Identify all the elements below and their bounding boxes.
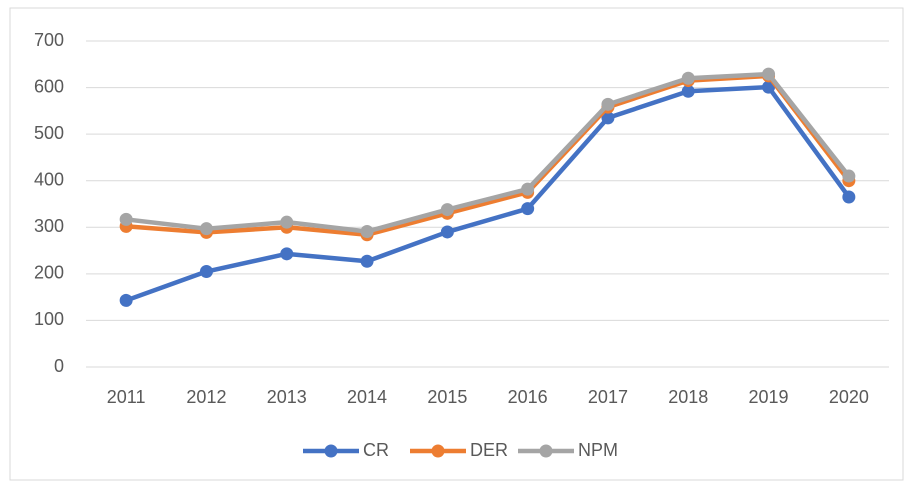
point-marker	[280, 247, 294, 261]
legend-marker	[324, 444, 338, 458]
x-tick-label: 2013	[267, 387, 307, 407]
y-tick-label: 200	[34, 263, 64, 283]
point-marker	[440, 225, 454, 239]
point-marker	[199, 265, 213, 279]
y-tick-label: 500	[34, 123, 64, 143]
point-marker	[360, 224, 374, 238]
y-tick-label: 300	[34, 216, 64, 236]
x-tick-label: 2015	[427, 387, 467, 407]
point-marker	[842, 190, 856, 204]
point-marker	[521, 202, 535, 216]
point-marker	[360, 254, 374, 268]
point-marker	[842, 169, 856, 183]
point-marker	[681, 71, 695, 85]
point-marker	[762, 67, 776, 81]
point-marker	[601, 111, 615, 125]
point-marker	[440, 203, 454, 217]
point-marker	[521, 182, 535, 196]
y-tick-label: 700	[34, 30, 64, 50]
series-line	[123, 71, 852, 234]
point-marker	[119, 293, 133, 307]
x-tick-label: 2012	[186, 387, 226, 407]
x-tick-label: 2014	[347, 387, 387, 407]
y-tick-label: 400	[34, 169, 64, 189]
x-tick-label: 2011	[107, 387, 146, 407]
legend-label: DER	[470, 440, 508, 460]
point-marker	[199, 222, 213, 236]
legend-label: CR	[363, 440, 389, 460]
point-marker	[601, 97, 615, 111]
x-tick-label: 2020	[829, 387, 869, 407]
y-tick-label: 100	[34, 309, 64, 329]
x-tick-label: 2019	[749, 387, 789, 407]
point-marker	[681, 84, 695, 98]
series-line	[123, 84, 852, 303]
legend-label: NPM	[578, 440, 618, 460]
y-tick-label: 0	[54, 356, 64, 376]
y-tick-label: 600	[34, 76, 64, 96]
x-tick-label: 2018	[668, 387, 708, 407]
point-marker	[119, 212, 133, 226]
legend-marker	[431, 444, 445, 458]
legend-marker	[539, 444, 553, 458]
x-tick-label: 2017	[588, 387, 628, 407]
x-tick-label: 2016	[508, 387, 548, 407]
point-marker	[280, 215, 294, 229]
